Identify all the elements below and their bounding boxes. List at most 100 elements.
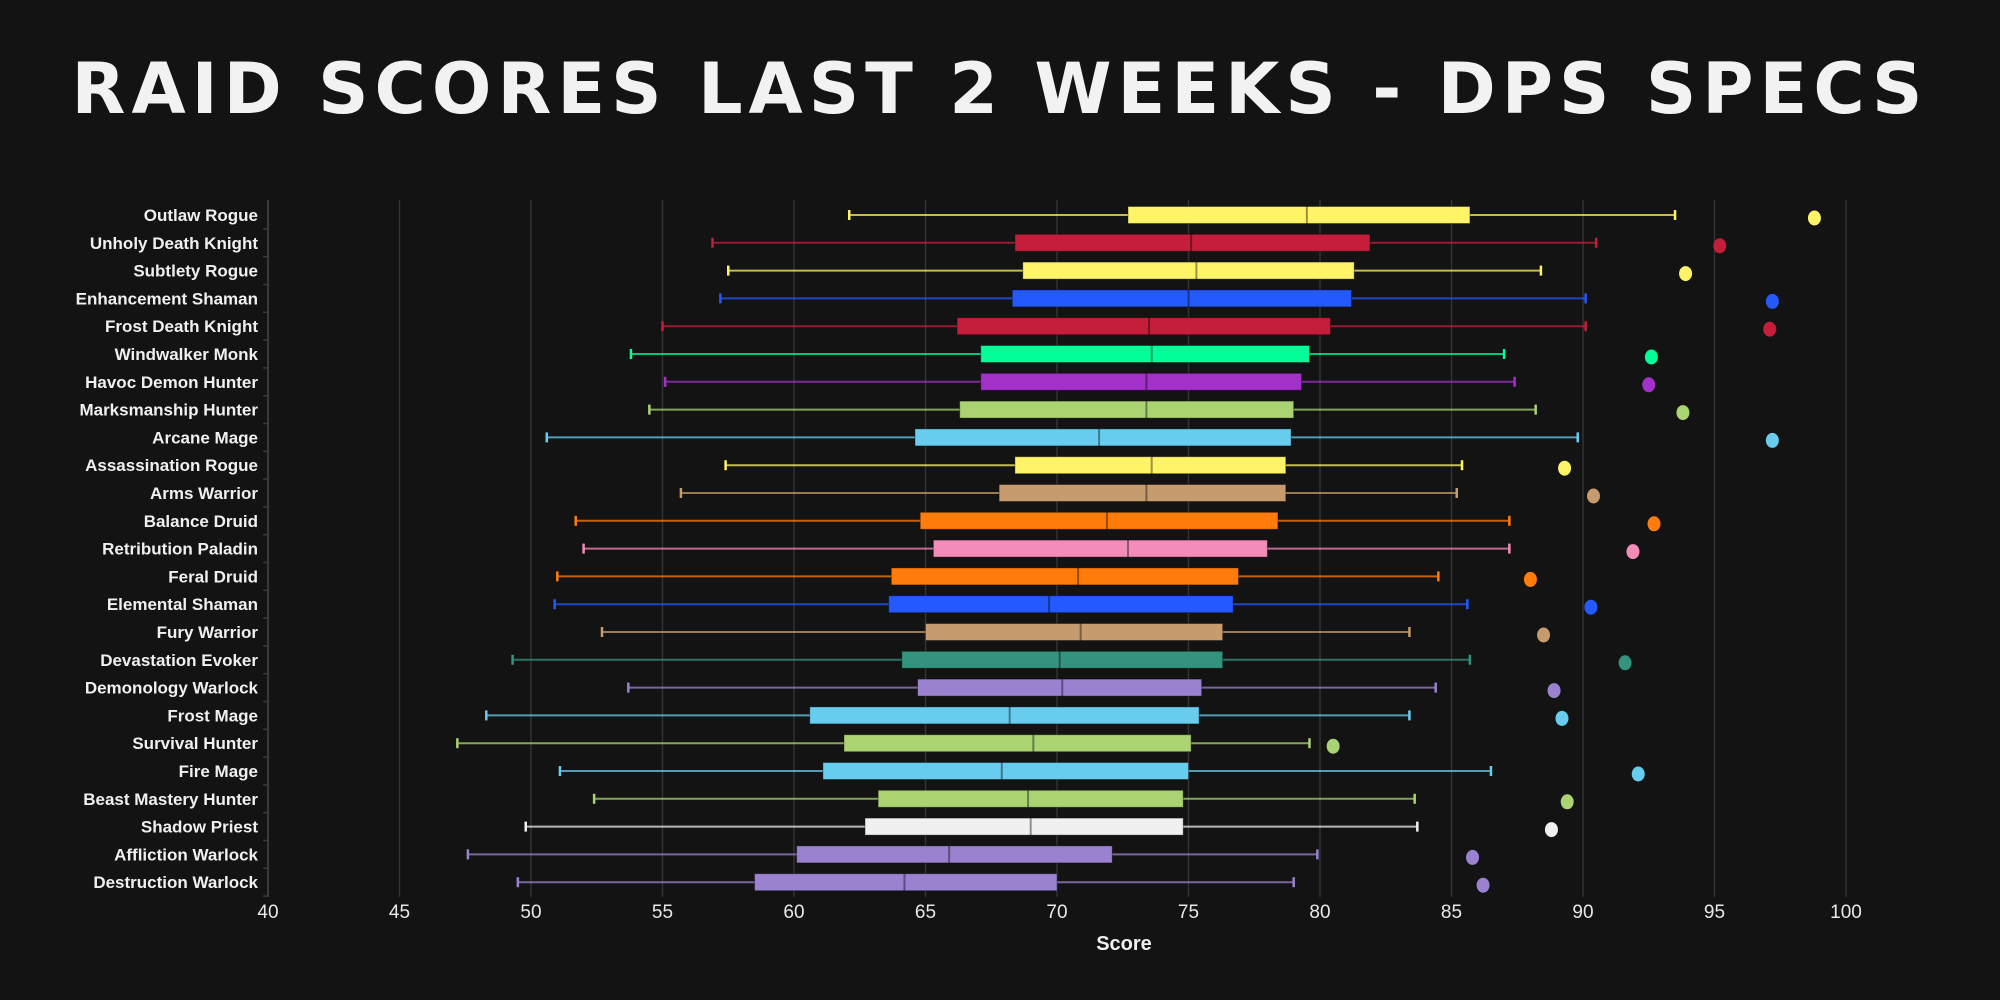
outlier-point xyxy=(1544,822,1558,838)
box-arcane-mage xyxy=(545,428,1779,448)
category-label: Outlaw Rogue xyxy=(144,206,258,225)
outlier-point xyxy=(1765,432,1779,448)
iqr-box xyxy=(932,539,1268,558)
box-balance-druid xyxy=(574,511,1661,532)
box-survival-hunter xyxy=(456,734,1340,754)
box-havoc-demon-hunter xyxy=(663,372,1656,393)
x-tick-label: 85 xyxy=(1441,902,1462,923)
box-subtlety-rogue xyxy=(727,261,1693,282)
category-label: Marksmanship Hunter xyxy=(79,401,258,420)
iqr-box xyxy=(1011,289,1353,308)
outlier-point xyxy=(1537,627,1551,643)
chart-title: Raid Scores Last 2 Weeks - DPS Specs xyxy=(71,48,1929,130)
iqr-box xyxy=(796,845,1113,864)
category-label: Beast Mastery Hunter xyxy=(83,790,258,809)
category-label: Havoc Demon Hunter xyxy=(85,373,258,392)
outlier-point xyxy=(1679,266,1693,282)
box-frost-mage xyxy=(485,706,1569,726)
iqr-box xyxy=(980,345,1310,363)
category-label: Destruction Warlock xyxy=(93,873,258,892)
category-label: Affliction Warlock xyxy=(114,845,258,864)
outlier-point xyxy=(1547,683,1561,699)
box-outlaw-rogue xyxy=(847,206,1821,226)
outlier-point xyxy=(1466,849,1480,865)
category-label: Balance Druid xyxy=(144,512,258,531)
box-beast-mastery-hunter xyxy=(592,789,1574,810)
outlier-point xyxy=(1647,516,1661,532)
outlier-point xyxy=(1326,738,1340,754)
outlier-point xyxy=(1631,766,1645,782)
box-frost-death-knight xyxy=(661,317,1777,337)
category-label: Assassination Rogue xyxy=(85,456,258,475)
outlier-point xyxy=(1644,349,1658,365)
iqr-box xyxy=(980,372,1303,391)
iqr-box xyxy=(1127,206,1471,224)
iqr-box xyxy=(917,678,1203,697)
box-fury-warrior xyxy=(600,623,1551,643)
box-elemental-shaman xyxy=(553,595,1598,615)
iqr-box xyxy=(1022,261,1355,280)
category-label: Elemental Shaman xyxy=(107,595,258,614)
outlier-point xyxy=(1626,544,1640,560)
x-axis-ticks: 40 45 50 55 60 65 70 75 80 85 90 95 100 xyxy=(257,902,1861,923)
x-tick-label: 50 xyxy=(520,902,541,923)
category-label: Enhancement Shaman xyxy=(76,289,258,308)
category-label: Devastation Evoker xyxy=(100,651,258,670)
category-label: Frost Mage xyxy=(167,706,258,725)
outlier-point xyxy=(1642,377,1656,393)
outlier-point xyxy=(1476,877,1490,893)
iqr-box xyxy=(877,789,1184,808)
outlier-point xyxy=(1555,710,1569,726)
x-tick-label: 65 xyxy=(915,902,936,923)
outlier-point xyxy=(1618,655,1632,671)
box-demonology-warlock xyxy=(627,678,1561,699)
outlier-point xyxy=(1713,238,1727,254)
box-unholy-death-knight xyxy=(711,233,1727,254)
category-label: Subtlety Rogue xyxy=(133,262,258,281)
category-label: Shadow Priest xyxy=(141,818,258,837)
iqr-box xyxy=(864,817,1184,836)
x-tick-label: 75 xyxy=(1178,902,1199,923)
box-assassination-rogue xyxy=(724,456,1572,476)
iqr-box xyxy=(843,734,1192,753)
x-tick-label: 55 xyxy=(652,902,673,923)
category-label: Unholy Death Knight xyxy=(90,234,258,253)
box-feral-druid xyxy=(556,567,1537,587)
x-tick-label: 60 xyxy=(783,902,804,923)
iqr-box xyxy=(959,400,1295,419)
outlier-point xyxy=(1587,488,1601,504)
category-label: Arms Warrior xyxy=(150,484,258,503)
iqr-box xyxy=(919,511,1279,530)
x-tick-label: 95 xyxy=(1704,902,1725,923)
outlier-point xyxy=(1676,405,1690,421)
x-tick-label: 90 xyxy=(1572,902,1593,923)
category-label: Survival Hunter xyxy=(132,734,258,753)
box-fire-mage xyxy=(558,762,1645,782)
iqr-box xyxy=(754,873,1058,892)
iqr-box xyxy=(1014,233,1371,252)
outlier-point xyxy=(1807,210,1821,226)
iqr-box xyxy=(901,650,1224,669)
iqr-box xyxy=(956,317,1332,336)
category-label: Demonology Warlock xyxy=(85,679,259,698)
outlier-point xyxy=(1765,293,1779,309)
category-labels: Outlaw Rogue Unholy Death Knight Subtlety … xyxy=(76,206,259,892)
x-tick-label: 40 xyxy=(257,902,278,923)
box-shadow-priest xyxy=(524,817,1558,838)
iqr-box xyxy=(809,706,1200,725)
box-arms-warrior xyxy=(679,484,1601,504)
category-label: Arcane Mage xyxy=(152,428,258,447)
outlier-point xyxy=(1584,599,1598,615)
category-label: Fire Mage xyxy=(179,762,258,781)
x-tick-label: 45 xyxy=(389,902,410,923)
outlier-point xyxy=(1558,460,1572,476)
iqr-box xyxy=(890,567,1239,586)
x-axis-label: Score xyxy=(1096,933,1152,955)
category-label: Frost Death Knight xyxy=(105,317,258,336)
box-marksmanship-hunter xyxy=(648,400,1690,421)
outlier-point xyxy=(1560,794,1574,810)
box-enhancement-shaman xyxy=(719,289,1779,309)
boxes xyxy=(456,206,1821,893)
box-affliction-warlock xyxy=(466,845,1480,865)
